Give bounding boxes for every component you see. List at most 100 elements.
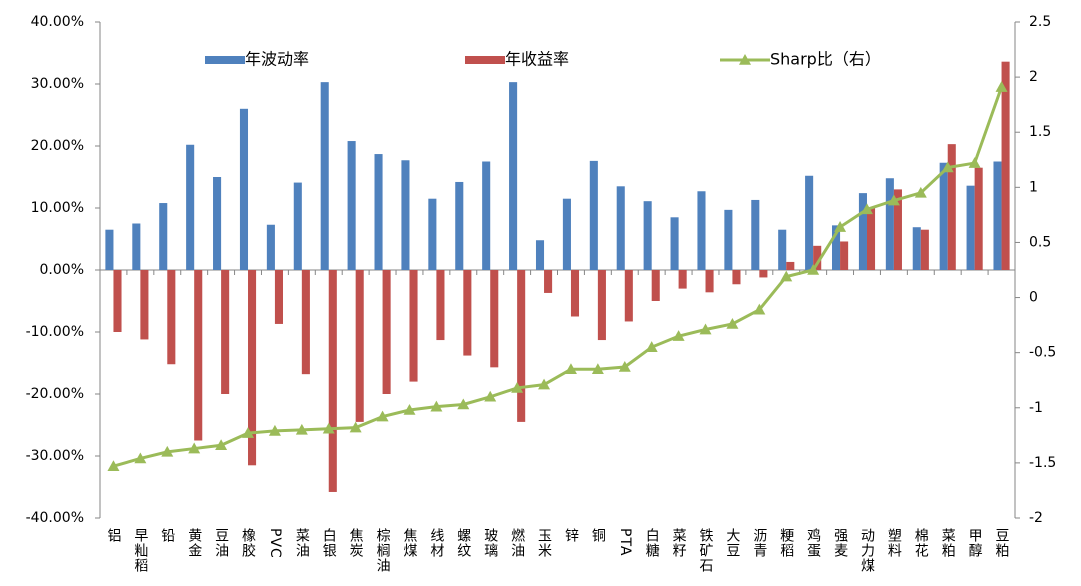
- bar: [320, 82, 329, 270]
- marker: [645, 341, 658, 352]
- bar: [597, 270, 606, 341]
- marker: [941, 161, 954, 173]
- x-tick-label: 橡胶: [240, 528, 256, 558]
- y-tick-label: 20.00%: [31, 138, 84, 154]
- x-tick-label: 玉米: [536, 528, 552, 558]
- bar: [544, 270, 553, 293]
- bar: [266, 224, 275, 270]
- x-tick-label: 大豆: [724, 528, 740, 558]
- marker: [591, 363, 604, 374]
- x-tick-label: 棕榈油: [375, 528, 391, 573]
- bar: [382, 270, 391, 394]
- x-tick-label: 玻璃: [482, 528, 498, 558]
- bar: [159, 203, 168, 270]
- marker: [887, 194, 900, 206]
- bar: [912, 227, 921, 270]
- x-tick-label: 强麦: [832, 528, 848, 558]
- marker: [538, 378, 551, 390]
- bar: [832, 225, 841, 270]
- bar: [732, 270, 741, 285]
- y-tick-label: -40.00%: [26, 510, 84, 526]
- x-tick-label: 锌: [563, 528, 579, 543]
- bar: [140, 270, 149, 340]
- bar: [248, 270, 257, 466]
- marker: [215, 439, 228, 451]
- marker: [134, 452, 147, 464]
- bar: [993, 161, 1002, 270]
- x-tick-label: 铁矿石: [698, 528, 714, 573]
- bar: [751, 199, 760, 270]
- x-tick-label: 菜油: [294, 528, 310, 558]
- marker: [995, 81, 1008, 92]
- marker: [484, 390, 497, 402]
- y2-tick-label: -1: [1029, 400, 1043, 416]
- legend-marker: [739, 54, 751, 65]
- x-tick-label: 沥青: [751, 528, 767, 558]
- x-tick-label: PTA: [617, 528, 633, 556]
- marker: [968, 157, 981, 168]
- bar: [221, 270, 230, 394]
- bar: [186, 144, 195, 270]
- bar: [213, 177, 222, 270]
- x-tick-label: PVC: [267, 528, 283, 559]
- y2-tick-label: 1.5: [1029, 124, 1051, 140]
- bar: [759, 270, 768, 278]
- bar: [482, 161, 491, 270]
- bar: [678, 270, 687, 289]
- marker: [322, 422, 335, 434]
- bar: [697, 191, 706, 270]
- marker: [242, 427, 255, 438]
- x-tick-label: 塑料: [886, 528, 902, 558]
- x-tick-label: 粳稻: [778, 528, 794, 558]
- bar: [966, 185, 975, 270]
- x-tick-label: 白糖: [644, 528, 660, 558]
- marker: [914, 186, 927, 198]
- x-tick-label: 线材: [428, 528, 444, 558]
- y2-tick-label: 0.5: [1029, 234, 1051, 250]
- y2-tick-label: -1.5: [1029, 455, 1056, 471]
- bar: [328, 270, 337, 492]
- marker: [268, 424, 281, 436]
- marker: [403, 403, 416, 415]
- x-tick-label: 铜: [590, 528, 606, 543]
- bar: [535, 240, 545, 270]
- legend-label: 年波动率: [245, 50, 309, 69]
- bar: [786, 261, 795, 270]
- y2-tick-label: 2: [1029, 69, 1038, 85]
- y2-tick-label: 1: [1029, 179, 1038, 195]
- bar: [893, 189, 902, 270]
- y-tick-label: -10.00%: [26, 324, 84, 340]
- y-tick-label: -20.00%: [26, 386, 84, 402]
- bar: [651, 270, 660, 301]
- bar: [194, 270, 203, 441]
- x-tick-label: 焦炭: [348, 528, 364, 558]
- y2-tick-label: 0: [1029, 290, 1038, 306]
- marker: [295, 423, 308, 435]
- bar: [436, 270, 445, 341]
- bar: [813, 245, 822, 270]
- x-tick-label: 菜籽: [671, 528, 687, 558]
- x-tick-label: 菜粕: [940, 528, 956, 558]
- marker: [161, 445, 174, 457]
- bar: [490, 270, 499, 368]
- bar: [409, 270, 418, 382]
- x-tick-label: 黄金: [186, 527, 202, 558]
- y2-tick-label: 2.5: [1029, 14, 1051, 30]
- bar: [885, 178, 894, 270]
- line: [113, 86, 1003, 468]
- bar: [858, 193, 867, 270]
- marker: [457, 398, 470, 410]
- y-tick-label: -30.00%: [26, 448, 84, 464]
- bar: [301, 270, 310, 375]
- bar: [428, 198, 437, 270]
- x-tick-label: 豆粕: [994, 528, 1010, 558]
- marker: [807, 264, 820, 275]
- x-tick-label: 铅: [159, 528, 175, 543]
- bar: [724, 209, 733, 270]
- bar: [624, 270, 633, 322]
- x-tick-label: 甲醇: [967, 528, 983, 558]
- legend-swatch: [205, 56, 245, 64]
- legend-label: Sharp比（右）: [770, 50, 881, 69]
- marker: [834, 221, 847, 232]
